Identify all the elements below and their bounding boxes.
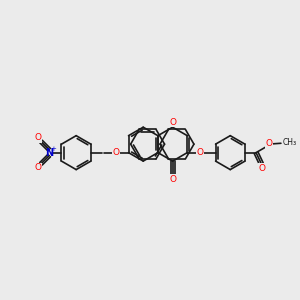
Text: O: O bbox=[258, 164, 266, 172]
Text: O: O bbox=[169, 175, 176, 184]
Text: CH₃: CH₃ bbox=[283, 139, 297, 148]
Text: O: O bbox=[34, 163, 42, 172]
Text: +: + bbox=[50, 146, 56, 152]
Text: O: O bbox=[266, 139, 273, 148]
Text: O: O bbox=[196, 148, 203, 157]
Text: O: O bbox=[170, 118, 177, 127]
Text: O: O bbox=[113, 148, 120, 157]
Text: N: N bbox=[45, 148, 53, 158]
Text: O: O bbox=[34, 133, 42, 142]
